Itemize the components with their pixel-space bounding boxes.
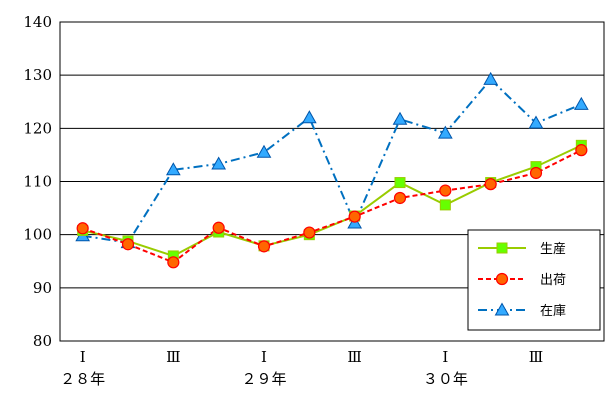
series-line-2 xyxy=(82,77,582,244)
x-tick-label-6: Ⅲ xyxy=(347,348,361,366)
series-2-point-3 xyxy=(211,156,227,170)
x-tick-label-4: Ⅰ xyxy=(261,348,267,366)
series-2-point-5 xyxy=(301,110,317,124)
x-tick-label-8: Ⅰ xyxy=(442,348,448,366)
series-0-point-8 xyxy=(439,199,451,211)
series-1-point-4 xyxy=(257,240,271,253)
y-tick-label-110: 110 xyxy=(23,173,52,191)
series-1-point-6 xyxy=(348,210,361,223)
y-tick-label-140: 140 xyxy=(23,13,52,31)
series-2-point-8 xyxy=(437,125,453,139)
y-tick-label-80: 80 xyxy=(33,332,52,350)
x-year-label-2: ３０年 xyxy=(423,370,468,388)
series-1-point-1 xyxy=(121,238,135,251)
series-1-point-10 xyxy=(529,166,543,180)
series-1-point-0 xyxy=(76,222,89,235)
series-2-point-4 xyxy=(256,144,272,158)
legend-label-0: 生産 xyxy=(540,241,566,257)
y-tick-label-100: 100 xyxy=(23,226,52,244)
x-tick-label-10: Ⅲ xyxy=(529,348,543,366)
x-year-label-0: ２８年 xyxy=(60,370,105,388)
legend-marker-1 xyxy=(495,272,509,286)
series-0-point-7 xyxy=(394,177,406,189)
legend-label-2: 在庫 xyxy=(540,304,566,319)
series-1-point-7 xyxy=(393,191,407,205)
legend-label-1: 出荷 xyxy=(540,273,566,288)
x-tick-label-0: Ⅰ xyxy=(80,348,86,366)
series-1-point-3 xyxy=(212,221,225,234)
x-tick-label-2: Ⅲ xyxy=(166,348,180,366)
x-axis-year-labels: ２８年 ２９年 ３０年 xyxy=(60,370,468,388)
series-lines xyxy=(82,77,582,264)
legend-marker-0 xyxy=(496,242,508,254)
y-tick-label-90: 90 xyxy=(33,279,52,297)
y-tick-label-130: 130 xyxy=(23,66,52,84)
legend-marker-2 xyxy=(494,302,510,316)
y-axis-ticks: 80 90 100 110 120 130 140 xyxy=(23,13,52,350)
x-year-label-1: ２９年 xyxy=(241,370,286,388)
series-1-point-8 xyxy=(439,184,452,197)
series-2-point-11 xyxy=(573,96,589,110)
series-2-point-7 xyxy=(392,111,408,125)
plot-frame xyxy=(59,21,605,342)
series-2-point-2 xyxy=(165,162,181,176)
series-line-1 xyxy=(82,149,582,264)
series-markers xyxy=(75,71,589,269)
series-2-point-9 xyxy=(483,71,499,85)
series-2-point-10 xyxy=(528,115,544,129)
series-1-point-2 xyxy=(167,256,180,269)
series-1-point-11 xyxy=(575,144,588,157)
y-tick-label-120: 120 xyxy=(23,119,52,137)
x-axis-ticks: Ⅰ Ⅲ Ⅰ Ⅲ Ⅰ Ⅲ xyxy=(80,348,544,366)
series-1-point-5 xyxy=(303,226,316,239)
series-1-point-9 xyxy=(484,178,497,191)
